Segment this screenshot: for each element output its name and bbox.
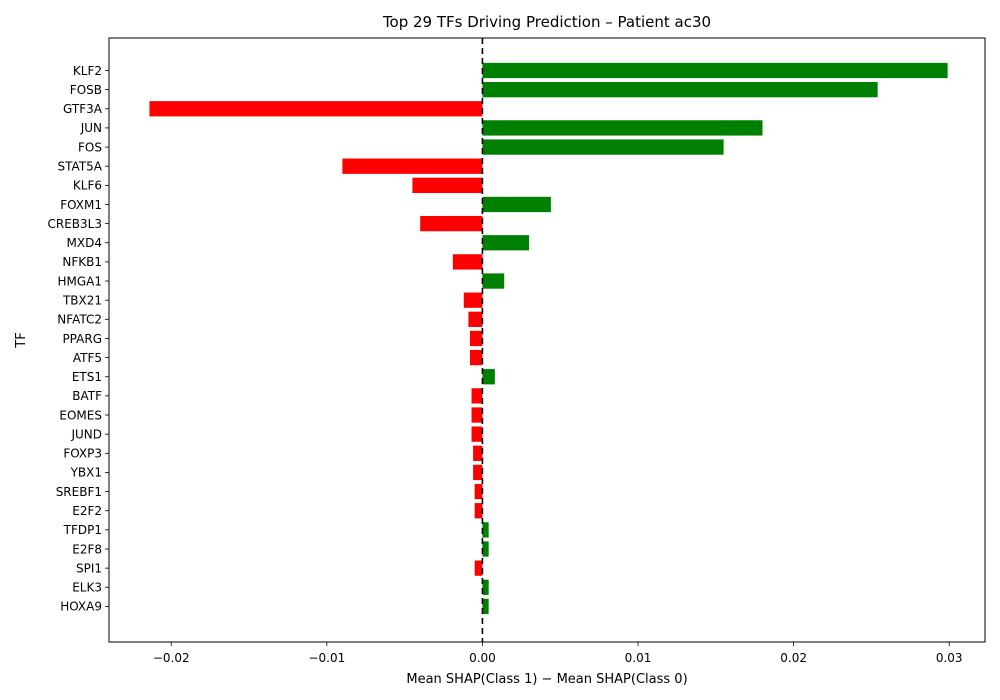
bar-jund <box>471 426 483 442</box>
x-tick-label: 0.03 <box>936 651 963 665</box>
x-tick-label: 0.00 <box>469 651 496 665</box>
y-tick-label: TFDP1 <box>63 523 102 537</box>
y-tick-label: FOSB <box>70 83 102 97</box>
bar-batf <box>471 388 483 404</box>
y-tick-label: ATF5 <box>73 351 102 365</box>
x-ticks: −0.02 −0.01 0.00 0.01 0.02 0.03 <box>153 642 963 665</box>
y-tick-label: JUND <box>70 427 102 441</box>
y-tick-label: ETS1 <box>72 370 102 384</box>
bar-e2f2 <box>474 503 483 519</box>
bar-jun <box>482 120 763 136</box>
y-tick-label: MXD4 <box>67 236 102 250</box>
bar-hoxa9 <box>482 598 489 615</box>
x-tick-label: −0.01 <box>308 651 345 665</box>
y-tick-label: BATF <box>72 389 102 403</box>
bar-pparg <box>469 330 483 347</box>
y-tick-label: EOMES <box>59 408 102 422</box>
y-tick-label: SPI1 <box>76 561 102 575</box>
x-tick-label: 0.01 <box>625 651 652 665</box>
bar-e2f8 <box>482 541 489 557</box>
plot-frame <box>108 37 986 643</box>
bar-klf2 <box>482 62 948 79</box>
bar-tbx21 <box>463 292 483 308</box>
bar-foxp3 <box>473 445 483 461</box>
bar-mxd4 <box>482 235 530 251</box>
bar-tfdp1 <box>482 522 489 538</box>
bar-klf6 <box>412 177 483 193</box>
bar-srebf1 <box>474 483 483 500</box>
bar-hmga1 <box>482 273 505 289</box>
y-tick-label: PPARG <box>62 332 102 346</box>
bar-fosb <box>482 81 878 98</box>
y-axis-label: TF <box>14 332 29 348</box>
y-tick-label: NFATC2 <box>57 313 102 327</box>
x-axis-label: Mean SHAP(Class 1) − Mean SHAP(Class 0) <box>406 672 687 687</box>
x-tick-label: 0.02 <box>780 651 807 665</box>
bar-ybx1 <box>473 464 483 481</box>
y-tick-label: GTF3A <box>63 102 103 116</box>
y-tick-label: E2F2 <box>72 504 102 518</box>
bar-gtf3a <box>149 101 483 117</box>
y-tick-label: ELK3 <box>72 581 102 595</box>
bar-nfatc2 <box>468 311 483 327</box>
y-tick-label: FOS <box>78 140 102 154</box>
y-tick-label: HOXA9 <box>60 600 102 614</box>
x-tick-label: −0.02 <box>153 651 190 665</box>
bar-atf5 <box>469 349 483 366</box>
chart-title: Top 29 TFs Driving Prediction – Patient … <box>382 13 711 31</box>
bars-layer <box>149 62 948 615</box>
bar-nfkb1 <box>452 254 483 270</box>
y-tick-label: SREBF1 <box>56 485 102 499</box>
y-tick-label: HMGA1 <box>57 274 102 288</box>
y-tick-label: NFKB1 <box>62 255 102 269</box>
y-tick-label: STAT5A <box>58 160 103 174</box>
bar-creb3l3 <box>420 215 483 232</box>
y-tick-label: FOXP3 <box>63 447 102 461</box>
y-tick-label: KLF2 <box>73 64 102 78</box>
y-tick-label: JUN <box>80 121 102 135</box>
y-tick-label: CREB3L3 <box>48 217 103 231</box>
y-tick-label: YBX1 <box>70 466 102 480</box>
y-tick-label: KLF6 <box>73 179 102 193</box>
bar-foxm1 <box>482 196 551 213</box>
bar-stat5a <box>342 158 483 174</box>
y-tick-label: FOXM1 <box>60 198 102 212</box>
bar-eomes <box>471 407 483 423</box>
y-tick-labels: KLF2 FOSB GTF3A JUN FOS STAT5A KLF6 FOXM1 CREB3L… <box>48 64 109 614</box>
bar-ets1 <box>482 369 495 385</box>
bar-elk3 <box>482 579 489 595</box>
y-tick-label: E2F8 <box>72 542 102 556</box>
y-tick-label: TBX21 <box>62 293 102 307</box>
bar-spi1 <box>474 560 483 576</box>
bar-fos <box>482 139 724 155</box>
